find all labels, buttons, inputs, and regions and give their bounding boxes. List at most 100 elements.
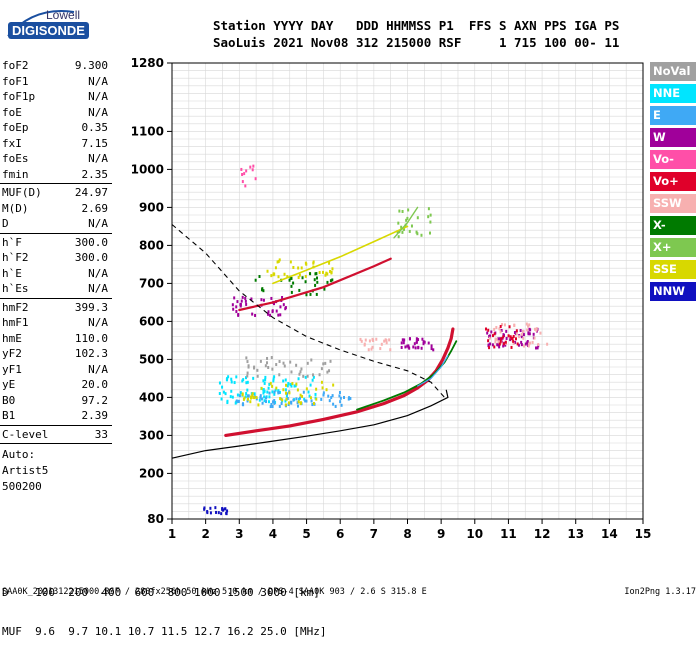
scatter-point xyxy=(429,213,432,217)
scatter-point xyxy=(306,374,309,378)
scatter-point xyxy=(499,339,502,343)
scatter-point xyxy=(537,343,540,347)
scatter-point xyxy=(300,367,303,371)
scatter-point xyxy=(235,399,238,403)
param-separator xyxy=(0,183,112,184)
scatter-point xyxy=(363,342,366,346)
scatter-point xyxy=(527,324,530,328)
scatter-point xyxy=(271,404,274,408)
scatter-point xyxy=(512,341,515,345)
scatter-point xyxy=(416,232,419,236)
scatter-point xyxy=(247,394,250,398)
scatter-point xyxy=(249,400,252,404)
scatter-point xyxy=(487,339,490,343)
legend-item: E xyxy=(650,106,696,125)
scatter-point xyxy=(254,278,257,282)
scatter-point xyxy=(245,392,248,396)
scatter-point xyxy=(297,397,300,401)
scatter-point xyxy=(232,307,235,311)
param-row: yE 20.0 xyxy=(0,377,118,393)
scatter-point xyxy=(270,402,273,406)
param-row: M(D) 2.69 xyxy=(0,201,118,217)
param-row: foF2 9.300 xyxy=(0,58,118,74)
y-tick-label: 200 xyxy=(139,466,164,480)
scatter-point xyxy=(296,388,299,392)
scatter-point xyxy=(339,400,342,404)
scatter-point xyxy=(514,340,517,344)
scatter-point xyxy=(267,400,270,404)
scatter-point xyxy=(532,332,535,336)
scatter-point xyxy=(256,374,259,378)
scatter-point xyxy=(305,293,308,297)
scatter-point xyxy=(236,300,239,304)
scatter-point xyxy=(277,275,280,279)
scatter-point xyxy=(489,342,492,346)
scatter-point xyxy=(241,393,244,397)
scatter-point xyxy=(493,345,496,349)
scatter-point xyxy=(512,339,515,343)
scatter-point xyxy=(493,327,496,331)
scatter-point xyxy=(298,288,301,292)
scatter-point xyxy=(430,347,433,351)
scatter-point xyxy=(405,218,408,222)
scatter-point xyxy=(258,398,261,402)
scatter-point xyxy=(384,338,387,342)
param-key: foF1p xyxy=(2,90,36,103)
scatter-point xyxy=(487,328,490,332)
scatter-point xyxy=(329,279,332,283)
legend-item: NoVal xyxy=(650,62,696,81)
x-tick-label: 2 xyxy=(201,527,209,541)
scatter-point xyxy=(287,403,290,407)
scatter-point xyxy=(527,331,530,335)
scatter-point xyxy=(272,379,275,383)
scatter-point xyxy=(309,396,312,400)
scatter-point xyxy=(264,364,267,368)
param-row: hmF2 399.3 xyxy=(0,300,118,316)
scatter-point xyxy=(292,281,295,285)
scatter-point xyxy=(427,215,430,219)
scatter-point xyxy=(321,386,324,390)
scatter-point xyxy=(327,394,330,398)
scatter-point xyxy=(427,341,430,345)
scatter-point xyxy=(502,335,505,339)
scatter-point xyxy=(389,348,392,352)
x-tick-label: 13 xyxy=(567,527,584,541)
scatter-point xyxy=(231,303,234,307)
scatter-point xyxy=(273,399,276,403)
scatter-point xyxy=(246,371,249,375)
scatter-point xyxy=(209,511,212,515)
scatter-point xyxy=(512,334,515,338)
scatter-point xyxy=(304,375,307,379)
scatter-point xyxy=(241,295,244,299)
scatter-point xyxy=(263,381,266,385)
muf-value-row: MUF 9.6 9.7 10.1 10.7 11.5 12.7 16.2 25.… xyxy=(2,625,327,638)
scatter-point xyxy=(304,274,307,278)
scatter-point xyxy=(415,337,418,341)
scatter-point xyxy=(259,359,262,363)
param-key: hmF1 xyxy=(2,316,29,329)
y-tick-label: 600 xyxy=(139,314,164,328)
y-tick-label: 300 xyxy=(139,428,164,442)
scatter-point xyxy=(246,360,249,364)
scatter-point xyxy=(243,172,246,176)
scatter-point xyxy=(237,312,240,316)
scatter-point xyxy=(273,392,276,396)
scatter-point xyxy=(407,208,410,212)
scatter-point xyxy=(215,510,218,514)
param-key: h`E xyxy=(2,266,22,280)
scatter-point xyxy=(209,506,212,510)
scatter-point xyxy=(289,383,292,387)
scatter-point xyxy=(302,374,305,378)
param-key: foEs xyxy=(2,152,29,165)
param-row: h`E N/A xyxy=(0,266,118,282)
logo-line2: DIGISONDE xyxy=(8,22,89,39)
scatter-point xyxy=(270,274,273,278)
scatter-point xyxy=(320,397,323,401)
param-value: 399.3 xyxy=(74,300,108,314)
param-value: N/A xyxy=(88,266,108,280)
electron-density-profile xyxy=(171,389,449,459)
param-value: N/A xyxy=(88,152,108,165)
scatter-point xyxy=(293,384,296,388)
scatter-point xyxy=(262,298,265,302)
scatter-point xyxy=(221,507,224,511)
